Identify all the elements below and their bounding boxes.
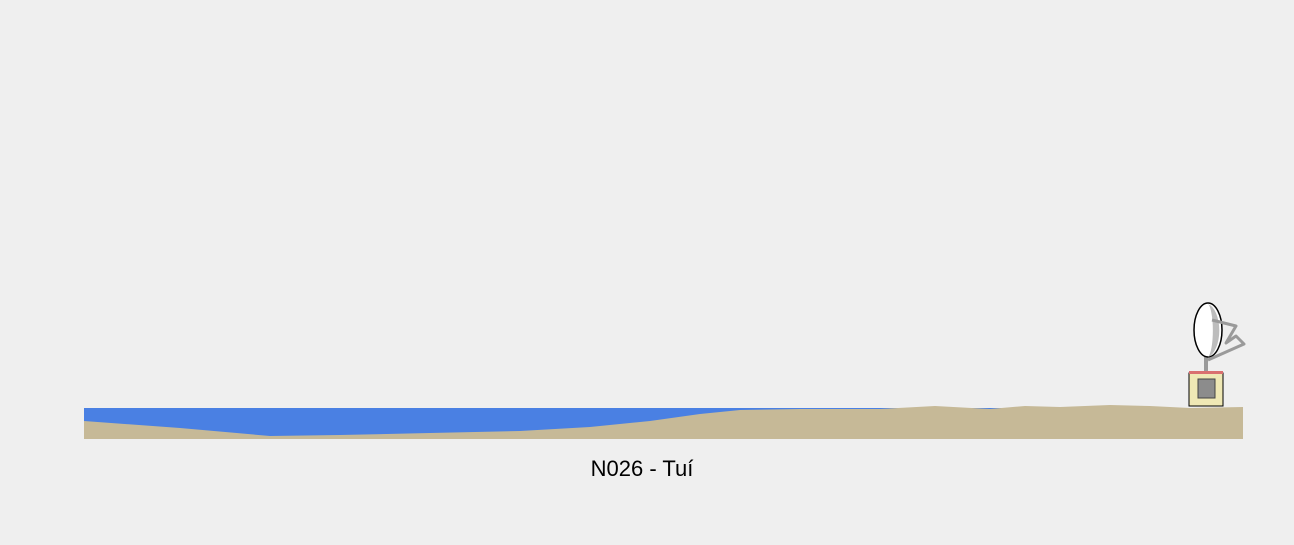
terrain-ground: [84, 405, 1243, 439]
antenna-mast: [1204, 352, 1208, 372]
antenna-dish-shade: [1208, 304, 1220, 357]
antenna-feed-arm: [1207, 318, 1246, 362]
profile-caption: N026 - Tuí: [590, 456, 694, 481]
antenna-base-cap: [1189, 371, 1223, 374]
antenna-base-window: [1197, 378, 1216, 399]
satellite-dish-icon: [1188, 302, 1246, 407]
